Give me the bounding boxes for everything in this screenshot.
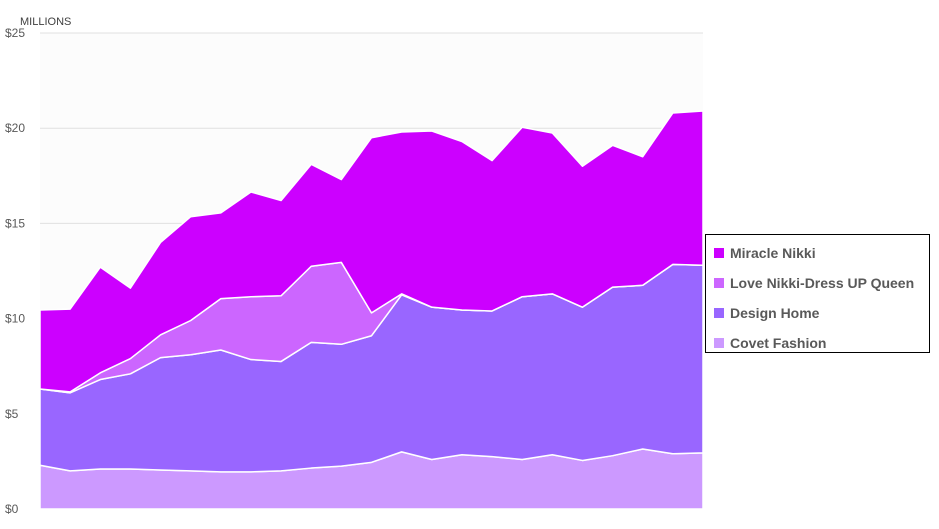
legend-label: Miracle Nikki bbox=[730, 245, 816, 261]
legend-item-miracle-nikki: Miracle Nikki bbox=[714, 238, 929, 268]
area-miracle-nikki bbox=[39, 110, 704, 393]
y-axis-unit-label: MILLIONS bbox=[20, 16, 71, 28]
area-series-group bbox=[39, 110, 704, 510]
legend-label: Love Nikki-Dress UP Queen bbox=[730, 275, 915, 291]
legend-swatch bbox=[714, 248, 724, 258]
legend-item-love-nikki: Love Nikki-Dress UP Queen bbox=[714, 268, 929, 298]
legend-label: Design Home bbox=[730, 305, 820, 321]
y-tick-label: $15 bbox=[5, 216, 25, 230]
y-axis: $0 $5 $10 $15 $20 $25 bbox=[5, 26, 25, 516]
legend-swatch bbox=[714, 278, 724, 288]
y-tick-label: $5 bbox=[5, 407, 19, 421]
legend-item-design-home: Design Home bbox=[714, 298, 929, 328]
legend-swatch bbox=[714, 338, 724, 348]
y-tick-label: $0 bbox=[5, 502, 19, 516]
chart-legend: Miracle Nikki Love Nikki-Dress UP Queen … bbox=[705, 234, 930, 353]
legend-label: Covet Fashion bbox=[730, 335, 827, 351]
legend-swatch bbox=[714, 308, 724, 318]
y-tick-label: $20 bbox=[5, 121, 25, 135]
y-tick-label: $10 bbox=[5, 312, 25, 326]
y-tick-label: $25 bbox=[5, 26, 25, 40]
legend-item-covet-fashion: Covet Fashion bbox=[714, 328, 929, 358]
